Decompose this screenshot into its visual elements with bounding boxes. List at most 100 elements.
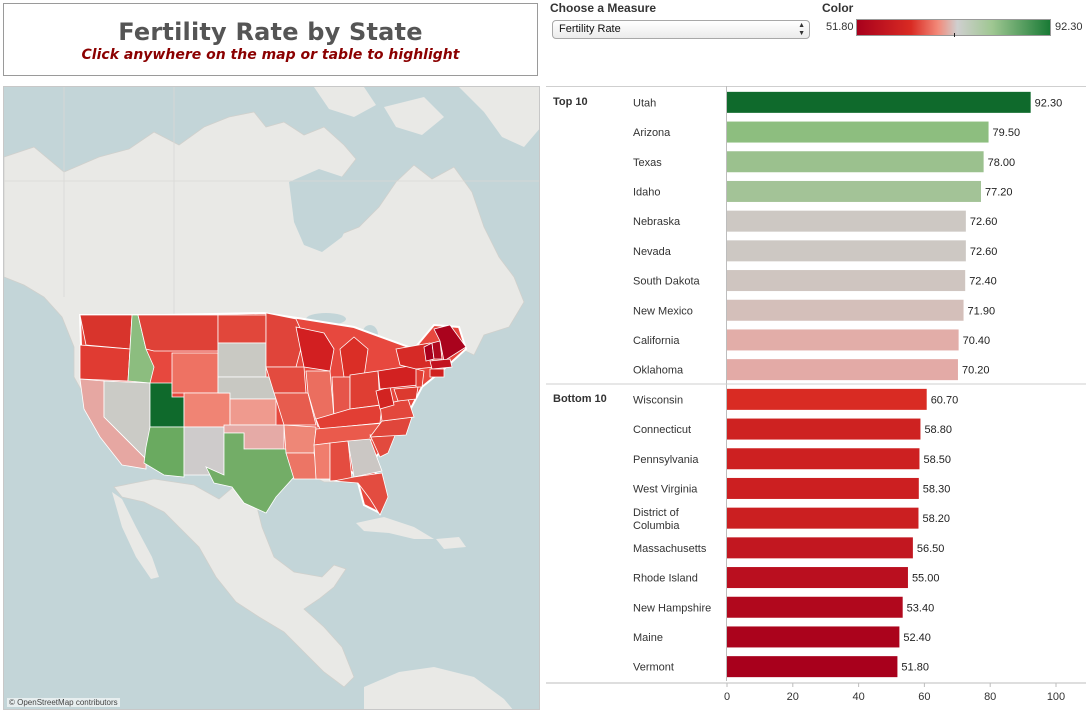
- bar-california[interactable]: [727, 329, 959, 351]
- measure-label: Choose a Measure: [550, 1, 657, 15]
- state-wyoming[interactable]: [171, 352, 219, 394]
- state-label: Nebraska: [633, 216, 681, 228]
- usa-choropleth[interactable]: [78, 311, 468, 516]
- bar-value-label: 55.00: [912, 573, 940, 585]
- state-label: Connecticut: [633, 424, 691, 436]
- state-georgia[interactable]: [347, 438, 383, 478]
- state-missouri[interactable]: [273, 392, 317, 426]
- state-label: South Dakota: [633, 276, 701, 288]
- state-oregon[interactable]: [79, 344, 131, 382]
- measure-select-value: Fertility Rate: [559, 23, 621, 35]
- state-new-jersey[interactable]: [415, 368, 425, 388]
- color-legend-gradient: [856, 19, 1051, 36]
- state-label: Vermont: [633, 662, 674, 674]
- state-label: Arizona: [633, 127, 671, 139]
- color-legend-max: 92.30: [1055, 21, 1083, 33]
- bar-value-label: 72.40: [969, 276, 997, 288]
- bar-south-dakota[interactable]: [727, 270, 966, 292]
- measure-select[interactable]: Fertility Rate ▲ ▼: [552, 20, 810, 39]
- state-washington[interactable]: [79, 314, 133, 350]
- state-new-mexico[interactable]: [183, 426, 225, 476]
- bar-value-label: 78.00: [988, 157, 1016, 169]
- bar-new-mexico[interactable]: [727, 299, 964, 321]
- bar-vermont[interactable]: [727, 656, 898, 678]
- bar-chart[interactable]: Top 10 Utah 92.30 Arizona 79.50 Texas 78.00 Ida…: [546, 86, 1086, 711]
- bar-value-label: 79.50: [993, 127, 1021, 139]
- bar-arizona[interactable]: [727, 121, 989, 143]
- bar-value-label: 92.30: [1035, 97, 1063, 109]
- color-legend-min: 51.80: [826, 21, 854, 33]
- bar-maine[interactable]: [727, 626, 900, 648]
- bar-pennsylvania[interactable]: [727, 448, 920, 470]
- state-colorado[interactable]: [183, 392, 231, 428]
- state-label: Idaho: [633, 186, 661, 198]
- state-kansas[interactable]: [229, 398, 277, 426]
- bar-west-virginia[interactable]: [727, 477, 919, 499]
- group-label-0: Top 10: [553, 96, 588, 108]
- state-minnesota[interactable]: [265, 312, 305, 368]
- bar-nebraska[interactable]: [727, 210, 966, 232]
- map-attribution: © OpenStreetMap contributors: [7, 698, 120, 707]
- color-legend-marker: [954, 33, 955, 37]
- bar-nevada[interactable]: [727, 240, 966, 262]
- state-connecticut[interactable]: [429, 368, 445, 378]
- state-label: Maine: [633, 632, 663, 644]
- map-svg[interactable]: [4, 87, 540, 710]
- bar-new-hampshire[interactable]: [727, 596, 903, 618]
- bar-value-label: 56.50: [917, 543, 945, 555]
- bar-rhode-island[interactable]: [727, 567, 908, 589]
- bar-value-label: 70.20: [962, 365, 990, 377]
- x-axis-tick-label: 100: [1047, 691, 1065, 703]
- state-label: New Mexico: [633, 305, 693, 317]
- dashboard-title: Fertility Rate by State: [118, 18, 423, 46]
- state-montana[interactable]: [137, 314, 219, 352]
- state-label: Rhode Island: [633, 573, 698, 585]
- land-cuba: [356, 517, 434, 539]
- bar-connecticut[interactable]: [727, 418, 921, 440]
- state-label: California: [633, 335, 680, 347]
- bar-value-label: 58.20: [922, 513, 950, 525]
- state-wisconsin[interactable]: [295, 326, 335, 372]
- bar-massachusetts[interactable]: [727, 537, 913, 559]
- state-michigan[interactable]: [339, 336, 369, 378]
- state-new-hampshire[interactable]: [431, 340, 443, 360]
- map-panel[interactable]: © OpenStreetMap contributors: [3, 86, 540, 710]
- state-ohio[interactable]: [349, 370, 381, 410]
- updown-arrows-icon: ▲ ▼: [798, 22, 805, 37]
- state-label: Pennsylvania: [633, 454, 699, 466]
- bar-oklahoma[interactable]: [727, 359, 958, 381]
- land-south-america: [364, 667, 513, 709]
- state-south-dakota[interactable]: [217, 342, 267, 378]
- state-arkansas[interactable]: [283, 424, 317, 454]
- state-label: Wisconsin: [633, 394, 683, 406]
- bar-wisconsin[interactable]: [727, 388, 927, 410]
- group-label-1: Bottom 10: [553, 393, 607, 405]
- bar-utah[interactable]: [727, 91, 1031, 113]
- state-florida[interactable]: [333, 472, 389, 516]
- bar-value-label: 58.80: [924, 424, 952, 436]
- state-massachusetts[interactable]: [429, 358, 453, 370]
- state-label: Nevada: [633, 246, 672, 258]
- bar-value-label: 77.20: [985, 186, 1013, 198]
- land-arctic-island-2: [384, 97, 444, 135]
- x-axis-tick-label: 0: [724, 691, 730, 703]
- state-maine[interactable]: [433, 324, 467, 362]
- bar-idaho[interactable]: [727, 180, 981, 202]
- x-axis-tick-label: 60: [918, 691, 930, 703]
- state-label: New Hampshire: [633, 602, 711, 614]
- state-mississippi[interactable]: [313, 442, 331, 480]
- bar-texas[interactable]: [727, 151, 984, 173]
- water-hudson-bay: [289, 169, 356, 252]
- bar-value-label: 58.30: [923, 483, 951, 495]
- state-north-dakota[interactable]: [217, 314, 267, 344]
- bar-value-label: 60.70: [931, 394, 959, 406]
- state-texas[interactable]: [205, 432, 295, 514]
- bar-value-label: 71.90: [968, 305, 996, 317]
- bar-district-of-columbia[interactable]: [727, 507, 919, 529]
- x-axis-tick-label: 20: [787, 691, 799, 703]
- bar-chart-panel[interactable]: Top 10 Utah 92.30 Arizona 79.50 Texas 78.00 Ida…: [546, 86, 1086, 711]
- state-label: Texas: [633, 157, 662, 169]
- state-maryland[interactable]: [393, 386, 419, 402]
- dashboard-subtitle: Click anywhere on the map or table to hi…: [81, 47, 460, 63]
- bar-value-label: 53.40: [907, 602, 935, 614]
